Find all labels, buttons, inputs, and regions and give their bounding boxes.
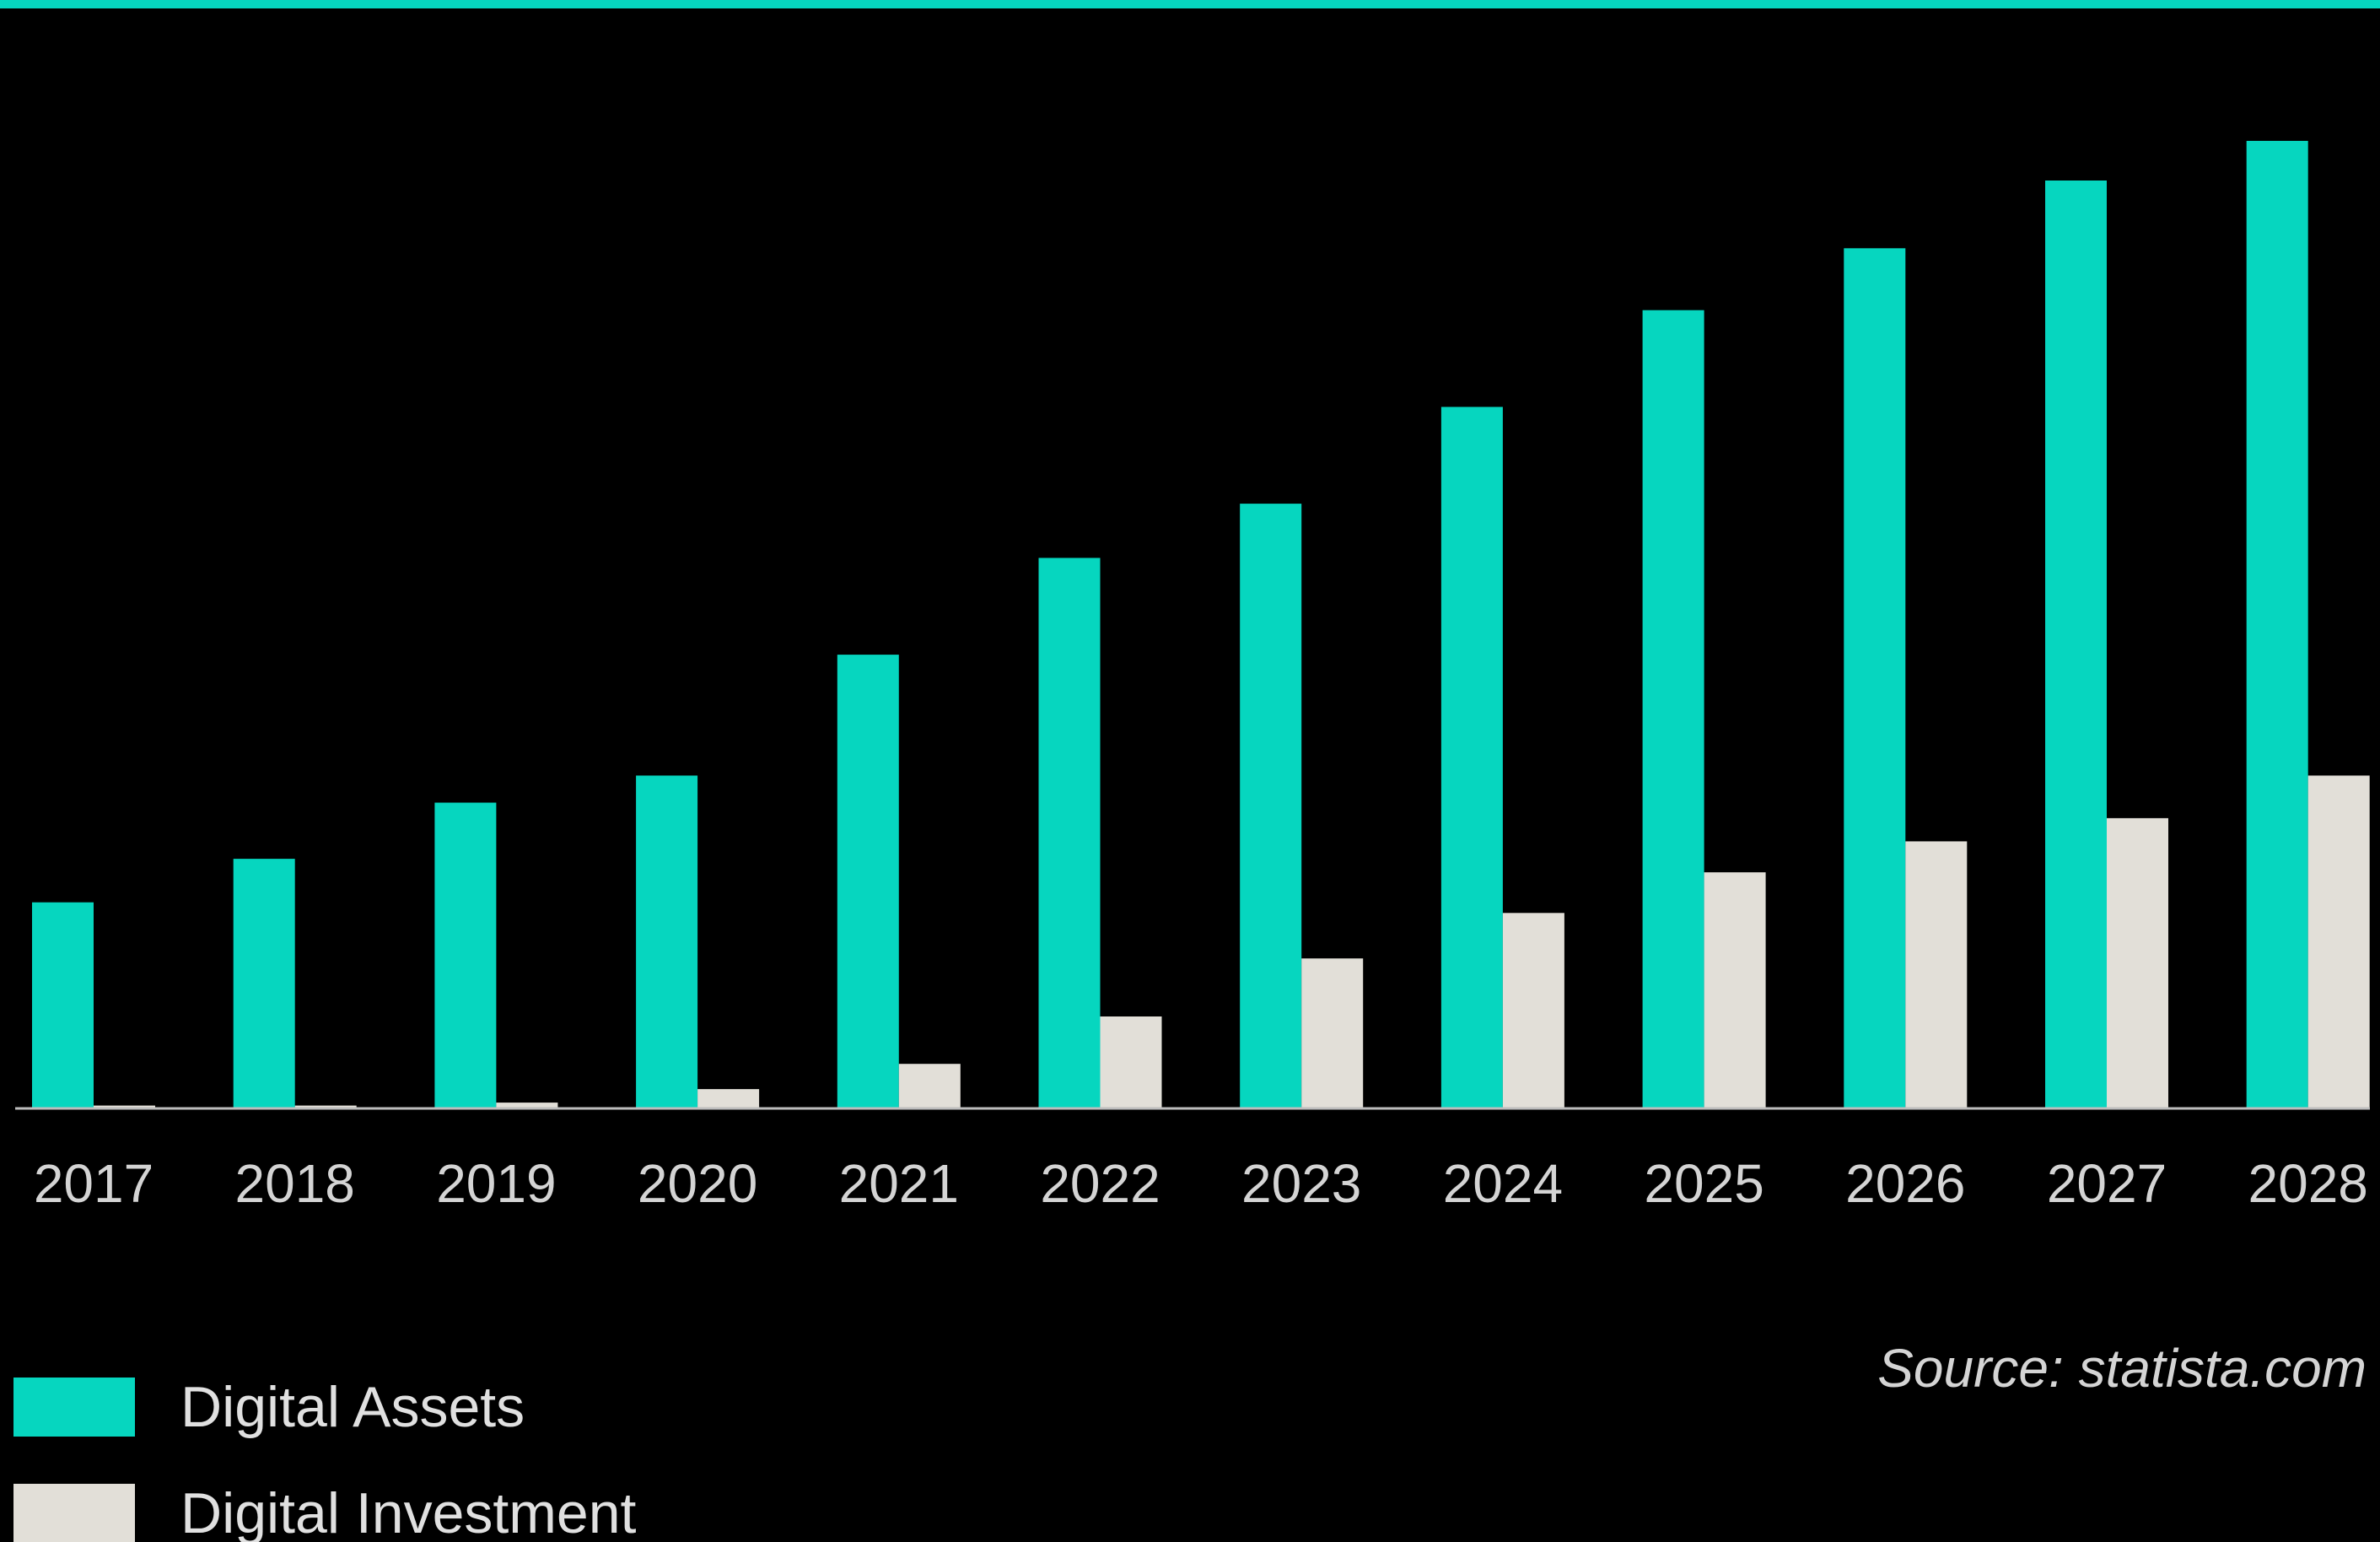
legend-item-digital-assets: Digital Assets xyxy=(13,1375,525,1439)
x-tick-label-2024: 2024 xyxy=(1443,1153,1563,1214)
bars-layer xyxy=(32,141,2370,1108)
legend-swatch-digital-assets xyxy=(13,1378,135,1437)
bar-digital-investment-2025 xyxy=(1704,872,1766,1108)
x-tick-label-2023: 2023 xyxy=(1241,1153,1361,1214)
bar-digital-assets-2024 xyxy=(1440,407,1503,1108)
x-tick-label-2025: 2025 xyxy=(1644,1153,1763,1214)
bar-digital-investment-2023 xyxy=(1301,958,1364,1108)
bar-digital-assets-2025 xyxy=(1642,310,1704,1108)
bar-digital-investment-2017 xyxy=(94,1105,155,1108)
bar-digital-investment-2026 xyxy=(1905,841,1968,1108)
bar-digital-investment-2028 xyxy=(2307,775,2370,1108)
bar-digital-assets-2027 xyxy=(2045,181,2107,1108)
bar-digital-investment-2020 xyxy=(697,1089,760,1108)
legend-label-digital-investment: Digital Investment xyxy=(180,1481,637,1542)
bar-digital-assets-2023 xyxy=(1240,504,1302,1108)
bar-digital-assets-2028 xyxy=(2246,141,2308,1108)
bar-digital-assets-2018 xyxy=(233,859,295,1108)
x-tick-label-2022: 2022 xyxy=(1040,1153,1160,1214)
bar-digital-investment-2022 xyxy=(1100,1016,1162,1108)
bar-digital-investment-2019 xyxy=(496,1103,558,1108)
source-note: Source: statista.com xyxy=(1877,1338,2367,1399)
bar-digital-assets-2020 xyxy=(636,775,698,1108)
bar-digital-assets-2017 xyxy=(32,902,94,1108)
x-tick-label-2019: 2019 xyxy=(436,1153,556,1214)
x-tick-label-2020: 2020 xyxy=(638,1153,757,1214)
legend-label-digital-assets: Digital Assets xyxy=(180,1375,525,1439)
legend-item-digital-investment: Digital Investment xyxy=(13,1481,637,1542)
bar-digital-assets-2019 xyxy=(434,802,497,1108)
x-tick-label-2017: 2017 xyxy=(34,1153,153,1214)
bar-digital-assets-2026 xyxy=(1844,248,1906,1108)
x-tick-label-2018: 2018 xyxy=(235,1153,355,1214)
x-tick-label-2028: 2028 xyxy=(2248,1153,2368,1214)
x-axis-tick-labels: 2017 2018 2019 2020 2021 2022 2023 2024 2025 2026… xyxy=(34,1153,2368,1214)
bar-digital-assets-2021 xyxy=(837,655,899,1108)
top-accent-rule xyxy=(0,0,2380,8)
bar-digital-investment-2024 xyxy=(1502,913,1564,1108)
bar-digital-investment-2021 xyxy=(898,1064,961,1108)
legend-swatch-digital-investment xyxy=(13,1484,135,1542)
bar-digital-assets-2022 xyxy=(1038,558,1101,1108)
x-tick-label-2021: 2021 xyxy=(839,1153,959,1214)
x-tick-label-2026: 2026 xyxy=(1845,1153,1965,1214)
x-tick-label-2027: 2027 xyxy=(2047,1153,2167,1214)
bar-digital-investment-2027 xyxy=(2107,817,2168,1108)
bar-digital-investment-2018 xyxy=(294,1105,357,1108)
